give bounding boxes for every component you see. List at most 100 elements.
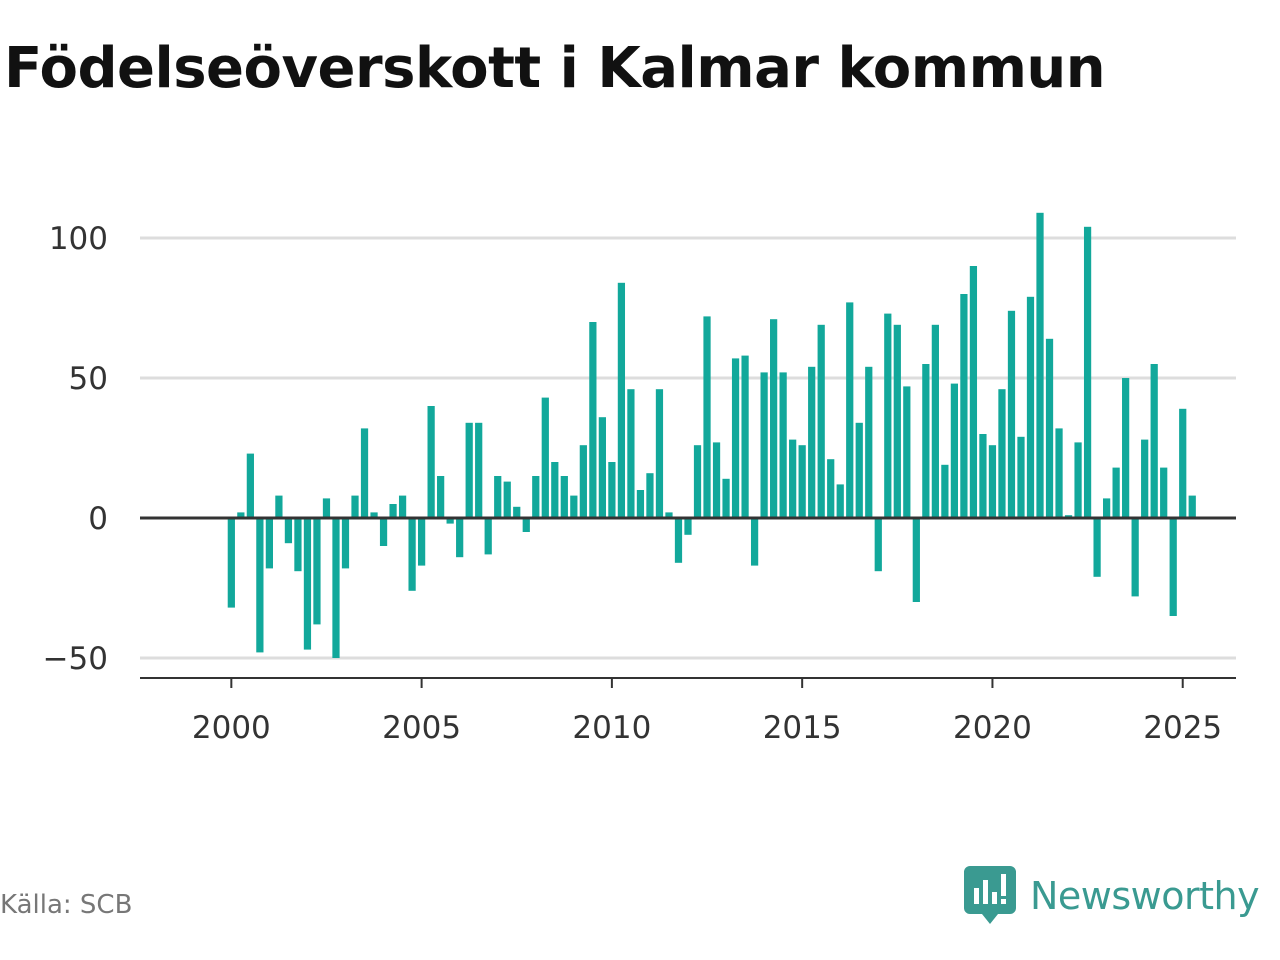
bar	[722, 479, 729, 518]
bar	[551, 462, 558, 518]
bar-chart: −50 0 50 100 2000 2005 2010 2015 2020 2025	[0, 0, 1280, 800]
bar	[1103, 498, 1110, 518]
bar	[1093, 518, 1100, 577]
bar	[808, 367, 815, 518]
bar	[437, 476, 444, 518]
bar	[703, 316, 710, 518]
bar	[1008, 311, 1015, 518]
bar	[542, 398, 549, 518]
bar	[799, 445, 806, 518]
bar	[970, 266, 977, 518]
bar	[1189, 496, 1196, 518]
bar	[741, 356, 748, 518]
y-tick-label: 0	[88, 501, 108, 537]
brand-name: Newsworthy	[1030, 874, 1259, 918]
bar	[285, 518, 292, 543]
bar	[1132, 518, 1139, 596]
bar	[332, 518, 339, 658]
bar	[818, 325, 825, 518]
bar	[1113, 468, 1120, 518]
bar	[389, 504, 396, 518]
bar	[1151, 364, 1158, 518]
x-tick-label: 2010	[572, 710, 651, 746]
bar	[466, 423, 473, 518]
bar	[599, 417, 606, 518]
bar	[713, 442, 720, 518]
bar	[418, 518, 425, 566]
bar	[684, 518, 691, 535]
bar	[960, 294, 967, 518]
bar	[523, 518, 530, 532]
bar	[570, 496, 577, 518]
bar	[846, 302, 853, 518]
bar	[589, 322, 596, 518]
bar	[1027, 297, 1034, 518]
newsworthy-logo-icon	[964, 866, 1016, 926]
bar	[675, 518, 682, 563]
bar	[408, 518, 415, 591]
bar	[646, 473, 653, 518]
source-note: Källa: SCB	[0, 890, 132, 920]
bar	[941, 465, 948, 518]
bar	[656, 389, 663, 518]
bar	[1017, 437, 1024, 518]
bar	[313, 518, 320, 624]
bar	[932, 325, 939, 518]
bar	[256, 518, 263, 652]
bar	[637, 490, 644, 518]
bar	[1179, 409, 1186, 518]
x-tick-label: 2015	[763, 710, 842, 746]
bar	[351, 496, 358, 518]
bar	[751, 518, 758, 566]
bar	[380, 518, 387, 546]
bar	[513, 507, 520, 518]
bar	[913, 518, 920, 602]
bar	[1084, 227, 1091, 518]
bar	[1036, 213, 1043, 518]
bar	[1141, 440, 1148, 518]
bar	[827, 459, 834, 518]
bar	[294, 518, 301, 571]
bar	[979, 434, 986, 518]
bar	[494, 476, 501, 518]
y-tick-label: 50	[69, 361, 108, 397]
bar	[304, 518, 311, 650]
bar	[1055, 428, 1062, 518]
bar	[694, 445, 701, 518]
bar	[770, 319, 777, 518]
bar	[1160, 468, 1167, 518]
bar	[618, 283, 625, 518]
bar	[428, 406, 435, 518]
bar	[485, 518, 492, 554]
bar	[275, 496, 282, 518]
bar	[1170, 518, 1177, 616]
bar	[456, 518, 463, 557]
bar	[732, 358, 739, 518]
bar	[837, 484, 844, 518]
y-tick-label: −50	[43, 641, 108, 677]
bar	[903, 386, 910, 518]
bar	[884, 314, 891, 518]
bar	[780, 372, 787, 518]
brand[interactable]: Newsworthy	[964, 866, 1259, 926]
x-tick-label: 2005	[382, 710, 461, 746]
bar	[342, 518, 349, 568]
bar	[856, 423, 863, 518]
x-tick-label: 2020	[953, 710, 1032, 746]
bar	[789, 440, 796, 518]
bar	[989, 445, 996, 518]
bar	[1122, 378, 1129, 518]
bar	[951, 384, 958, 518]
bars	[228, 213, 1196, 658]
bar	[475, 423, 482, 518]
bar	[1074, 442, 1081, 518]
bar	[228, 518, 235, 608]
bar	[875, 518, 882, 571]
bar	[608, 462, 615, 518]
x-tick-label: 2025	[1143, 710, 1222, 746]
bar	[998, 389, 1005, 518]
y-tick-label: 100	[49, 221, 108, 257]
bar	[323, 498, 330, 518]
bar	[561, 476, 568, 518]
bar	[761, 372, 768, 518]
